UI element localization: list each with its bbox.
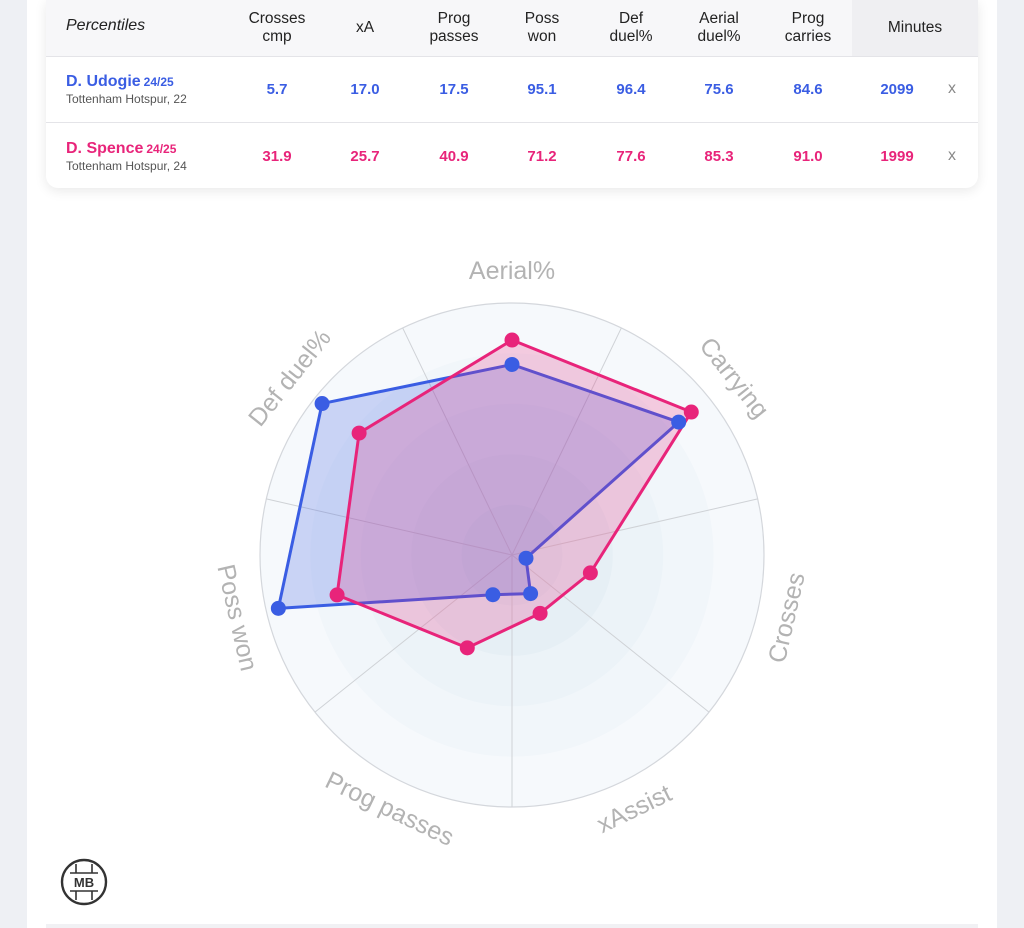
percentiles-table: Percentiles Crosses cmp xA Prog passes P… bbox=[46, 0, 978, 188]
data-point bbox=[504, 332, 520, 348]
col-header-def-duel[interactable]: Def duel% bbox=[609, 10, 653, 45]
axis-label: Poss won bbox=[211, 562, 262, 674]
cell-def-duel: 77.6 bbox=[616, 147, 646, 165]
radar-spoke bbox=[314, 554, 513, 713]
cell-poss-won: 95.1 bbox=[527, 80, 557, 98]
axis-label: Crosses bbox=[763, 570, 811, 666]
logo-text: MB bbox=[74, 875, 94, 890]
remove-player-button[interactable]: x bbox=[948, 80, 956, 97]
cell-xa: 17.0 bbox=[350, 80, 380, 98]
radar-spoke bbox=[511, 327, 622, 556]
data-point bbox=[351, 425, 367, 441]
table-title: Percentiles bbox=[66, 17, 146, 34]
cell-prog-carries: 84.6 bbox=[793, 80, 823, 98]
col-header-minutes[interactable]: Minutes bbox=[852, 0, 978, 56]
cell-prog-passes: 17.5 bbox=[439, 80, 469, 98]
data-point bbox=[582, 565, 598, 581]
col-header-poss-won[interactable]: Poss won bbox=[524, 10, 560, 45]
cell-xa: 25.7 bbox=[350, 147, 380, 165]
col-header-crosses[interactable]: Crosses cmp bbox=[248, 10, 306, 45]
cell-def-duel: 96.4 bbox=[616, 80, 646, 98]
axis-label: Aerial% bbox=[469, 257, 555, 285]
table-row: D. Udogie 24/25 Tottenham Hotspur, 22 5.7… bbox=[46, 56, 978, 123]
data-point bbox=[459, 640, 475, 656]
cell-crosses: 5.7 bbox=[266, 80, 288, 98]
col-header-xa[interactable]: xA bbox=[355, 19, 375, 36]
col-header-prog-carries[interactable]: Prog carries bbox=[784, 10, 832, 45]
radar-spoke bbox=[402, 327, 513, 556]
radar-spoke bbox=[511, 554, 710, 713]
mb-logo-icon: MB bbox=[60, 858, 108, 911]
player-name[interactable]: D. Udogie 24/25 bbox=[66, 73, 174, 90]
player-season: 24/25 bbox=[143, 75, 174, 89]
player-season: 24/25 bbox=[146, 142, 177, 156]
radar-spoke bbox=[266, 498, 513, 556]
data-point bbox=[683, 404, 699, 420]
player-team: Tottenham Hotspur, 24 bbox=[66, 159, 187, 173]
data-point bbox=[270, 600, 286, 616]
footer-divider bbox=[46, 924, 978, 928]
data-point bbox=[314, 396, 330, 412]
cell-prog-carries: 91.0 bbox=[793, 147, 823, 165]
cell-aerial-duel: 75.6 bbox=[704, 80, 734, 98]
cell-minutes: 1999 bbox=[880, 147, 914, 165]
player-team: Tottenham Hotspur, 22 bbox=[66, 92, 187, 106]
col-header-aerial-duel[interactable]: Aerial duel% bbox=[697, 10, 741, 45]
player-name[interactable]: D. Spence 24/25 bbox=[66, 140, 177, 157]
remove-player-button[interactable]: x bbox=[948, 147, 956, 164]
data-point bbox=[329, 587, 345, 603]
radar-spoke bbox=[511, 498, 758, 556]
table-header: Percentiles Crosses cmp xA Prog passes P… bbox=[46, 0, 978, 57]
data-point bbox=[523, 586, 539, 602]
cell-minutes: 2099 bbox=[880, 80, 914, 98]
cell-poss-won: 71.2 bbox=[527, 147, 557, 165]
table-row: D. Spence 24/25 Tottenham Hotspur, 24 31.… bbox=[46, 123, 978, 189]
cell-prog-passes: 40.9 bbox=[439, 147, 469, 165]
data-point bbox=[532, 605, 548, 621]
cell-aerial-duel: 85.3 bbox=[704, 147, 734, 165]
col-header-prog-passes[interactable]: Prog passes bbox=[429, 10, 479, 45]
series-area-d-spence bbox=[335, 338, 693, 650]
data-point bbox=[485, 587, 501, 603]
cell-crosses: 31.9 bbox=[262, 147, 292, 165]
data-point bbox=[671, 414, 687, 430]
data-point bbox=[518, 550, 534, 566]
data-point bbox=[504, 356, 520, 372]
series-area-d-udogie bbox=[276, 362, 681, 610]
